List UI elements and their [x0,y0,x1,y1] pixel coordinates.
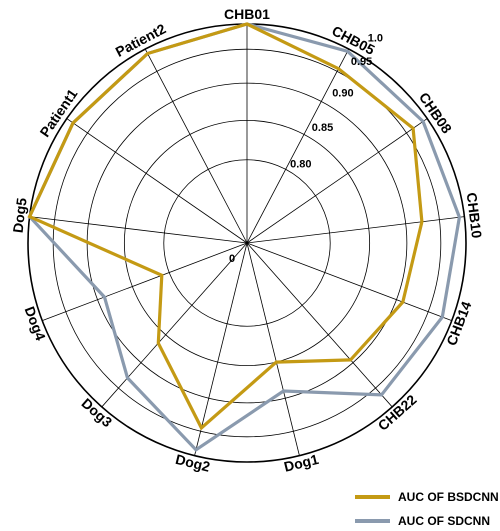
legend: AUC OF BSDCNN AUC OF SDCNN [355,490,499,528]
tick-label: 0 [229,253,235,265]
legend-label: AUC OF BSDCNN [398,490,499,504]
category-label: CHB14 [443,299,474,348]
grid-spoke [246,118,428,244]
category-label: CHB08 [416,89,455,136]
category-label: Dog2 [174,451,212,475]
tick-label: 0.95 [351,56,372,68]
category-label: CHB22 [375,391,420,434]
category-label: Patient2 [113,20,169,60]
grid-spoke [66,118,248,244]
grid-spoke [101,242,248,408]
grid-spoke [246,242,452,322]
grid-spoke [246,216,465,244]
tick-label: 0.85 [312,122,333,134]
tick-label: 0.80 [290,159,311,171]
grid-spoke [246,242,393,408]
grid-spoke [194,242,248,456]
legend-label: AUC OF SDCNN [398,514,490,528]
tick-label: 1.0 [368,32,383,44]
grid-spoke [144,48,248,244]
grid-spoke [42,242,248,322]
grid-spoke [246,242,300,456]
category-label: Dog3 [78,395,115,430]
category-label: Dog4 [22,304,49,343]
series-line [27,22,462,452]
category-label: Dog5 [10,197,30,234]
category-label: Dog1 [282,451,320,475]
radial-tick-labels: 0 0.80 0.85 0.90 0.95 1.0 [229,32,383,265]
grid-spoke [246,48,350,244]
category-label: CHB10 [464,192,485,240]
radar-grid [27,23,467,463]
series-line [27,22,424,431]
tick-label: 0.90 [332,87,353,99]
grid-spoke [29,216,248,244]
series-layer [27,22,462,452]
category-label: CHB01 [224,6,270,22]
